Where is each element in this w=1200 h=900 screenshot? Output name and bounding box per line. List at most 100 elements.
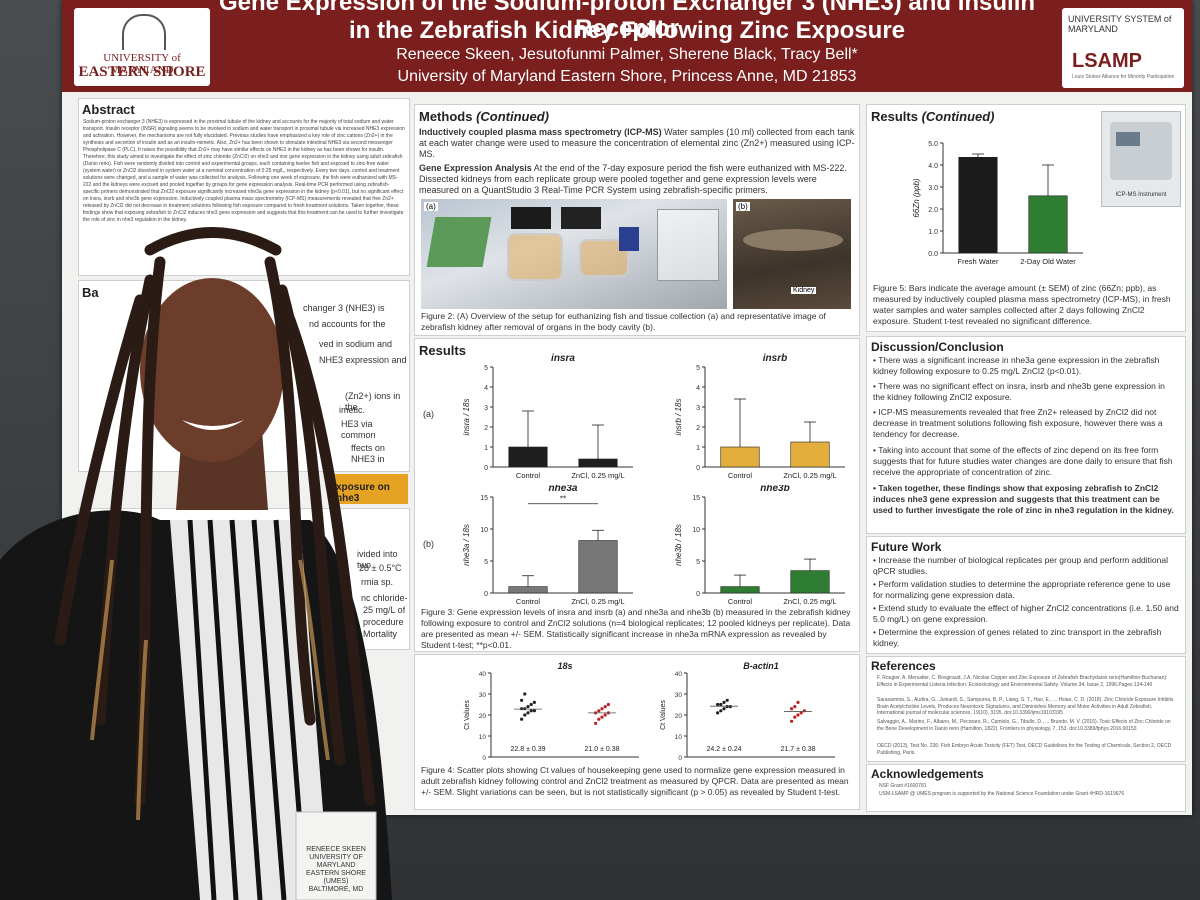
umes-logo-line2: EASTERN SHORE [78,64,206,80]
y-tick-label: 30 [479,692,487,699]
data-point [728,705,732,709]
future-item-4: • Determine the expression of genes rela… [873,627,1162,648]
bar [578,458,618,468]
results-cont-heading-text: Results [871,109,918,124]
discussion-item-5-text: Taken together, these findings show that… [873,483,1174,515]
blue-clamp [619,227,639,251]
y-tick-label: 5 [696,559,700,566]
clear-box [657,209,719,281]
y-tick-label: 20 [479,713,487,720]
ack-item-1: NSF Grant #1600781 [879,783,927,789]
bar [790,570,830,594]
discussion-item-2: • There was no significant effect on ins… [873,381,1165,402]
data-point [716,711,720,715]
y-tick-label: 20 [675,713,683,720]
y-tick-label: 0 [696,591,700,598]
results-heading: Results [419,343,466,358]
future-item-1: • Increase the number of biological repl… [873,555,1168,576]
bar [1028,195,1068,254]
data-point [722,700,726,704]
y-tick-label: 3 [484,405,488,412]
y-tick-label: 30 [675,692,683,699]
y-axis-label: Ct Values [464,700,471,730]
y-tick-label: 40 [675,671,683,678]
discussion-panel: Discussion/Conclusion • There was a sign… [866,336,1186,534]
y-tick-label: 0.0 [928,251,938,258]
future-item-3-text: Extend study to evaluate the effect of h… [873,603,1179,624]
chart-title: B-actin1 [743,661,779,671]
background-panel: Ba changer 3 (NHE3) is nd accounts for t… [78,280,410,472]
mean-label: 21.0 ± 0.38 [585,746,620,753]
discussion-item-1: • There was a significant increase in nh… [873,355,1160,376]
black-container-2 [561,207,601,229]
abstract-heading: Abstract [82,102,135,117]
reference-2: Sarasamma, S., Audira, G., Juniardi, S.,… [877,697,1174,716]
methods-gene-lead: Gene Expression Analysis [419,163,532,173]
references-panel: References F. Rougier, A. Menudier, C. B… [866,656,1186,762]
y-tick-label: 2 [484,425,488,432]
future-work-heading: Future Work [871,540,942,554]
umes-logo-line1: UNIVERSITY of MARYLAND [103,52,181,76]
y-tick-label: 3.0 [928,185,938,192]
data-point [597,709,601,713]
instrument-body [1110,122,1172,180]
chart-18s: 18s 0 10 20 30 40 Ct Values 22.8 ± 0.39 21.0 ± 0… [464,661,639,762]
x-tick-label: 2-Day Old Water [1020,257,1076,266]
data-point [719,702,723,707]
y-tick-label: 15 [480,495,488,502]
y-axis-label: insrb / 18s [674,399,683,436]
significance-label: ** [560,495,566,504]
references-heading: References [871,659,936,673]
data-point [532,709,536,713]
results-label-b: (b) [423,539,434,549]
background-line2: nd accounts for the [309,319,386,329]
bar [790,441,830,468]
y-tick-label: 10 [480,527,488,534]
chart-title: 18s [557,661,572,671]
y-tick-label: 15 [692,495,700,502]
chart-title: nhe3b [760,485,789,494]
y-tick-label: 4 [484,385,488,392]
badge-line4: BALTIMORE, MD [308,886,364,893]
data-point [532,700,536,704]
icp-instrument-photo: ICP-MS Instrument [1101,111,1181,207]
background-line4: NHE3 expression and [319,355,407,365]
y-tick-label: 0 [484,465,488,472]
data-point [520,698,524,702]
methods-frag-line2: 28 ± 0.5°C [359,563,402,573]
y-tick-label: 40 [479,671,487,678]
bar [508,446,548,468]
abstract-panel: Abstract Sodium-proton exchanger 3 (NHE3… [78,98,410,276]
kidney-photo: (b) Kidney [733,199,851,309]
data-point [790,707,794,711]
future-item-3: • Extend study to evaluate the effect of… [873,603,1179,624]
background-line1: changer 3 (NHE3) is [303,303,385,313]
chart-b-actin1: B-actin1 0 10 20 30 40 Ct Values 24.2 ± 0.24 21.… [660,661,835,762]
y-tick-label: 0 [484,591,488,598]
data-point [606,702,610,707]
y-tick-label: 5.0 [928,141,938,148]
figure2-caption: Figure 2: (A) Overview of the setup for … [421,311,826,332]
data-point [725,698,729,702]
data-point [796,713,800,717]
data-point [799,711,803,715]
background-line7: HE3 via common [341,419,376,440]
poster-title-line1: Gene Expression of the Sodium-proton Exc… [218,0,1036,42]
methods-fragment-panel: ivided into two 28 ± 0.5°C rmia sp. nc c… [78,508,410,650]
future-item-1-text: Increase the number of biological replic… [873,555,1168,576]
y-tick-label: 5 [484,559,488,566]
y-tick-label: 1 [696,445,700,452]
y-tick-label: 2.0 [928,207,938,214]
y-tick-label: 1 [484,445,488,452]
data-point [597,717,601,721]
background-line3: ved in sodium and [319,339,393,349]
data-point [600,715,604,719]
data-point [603,705,607,709]
badge-text: RENEECE SKEEN UNIVERSITY OF MARYLAND EAS… [298,846,374,894]
hypothesis-banner: xposure on nhe3 [332,474,408,504]
ack-item-2: USM-LSAMP @ UMES program is supported by… [879,791,1125,797]
chart-nhe3a: nhe3a 0 5 10 15 nhe3a / 18s Control ZnCl, 0.25 … [462,485,633,606]
y-tick-label: 2 [696,425,700,432]
data-point [725,705,729,709]
methods-heading: Methods (Continued) [419,109,549,124]
